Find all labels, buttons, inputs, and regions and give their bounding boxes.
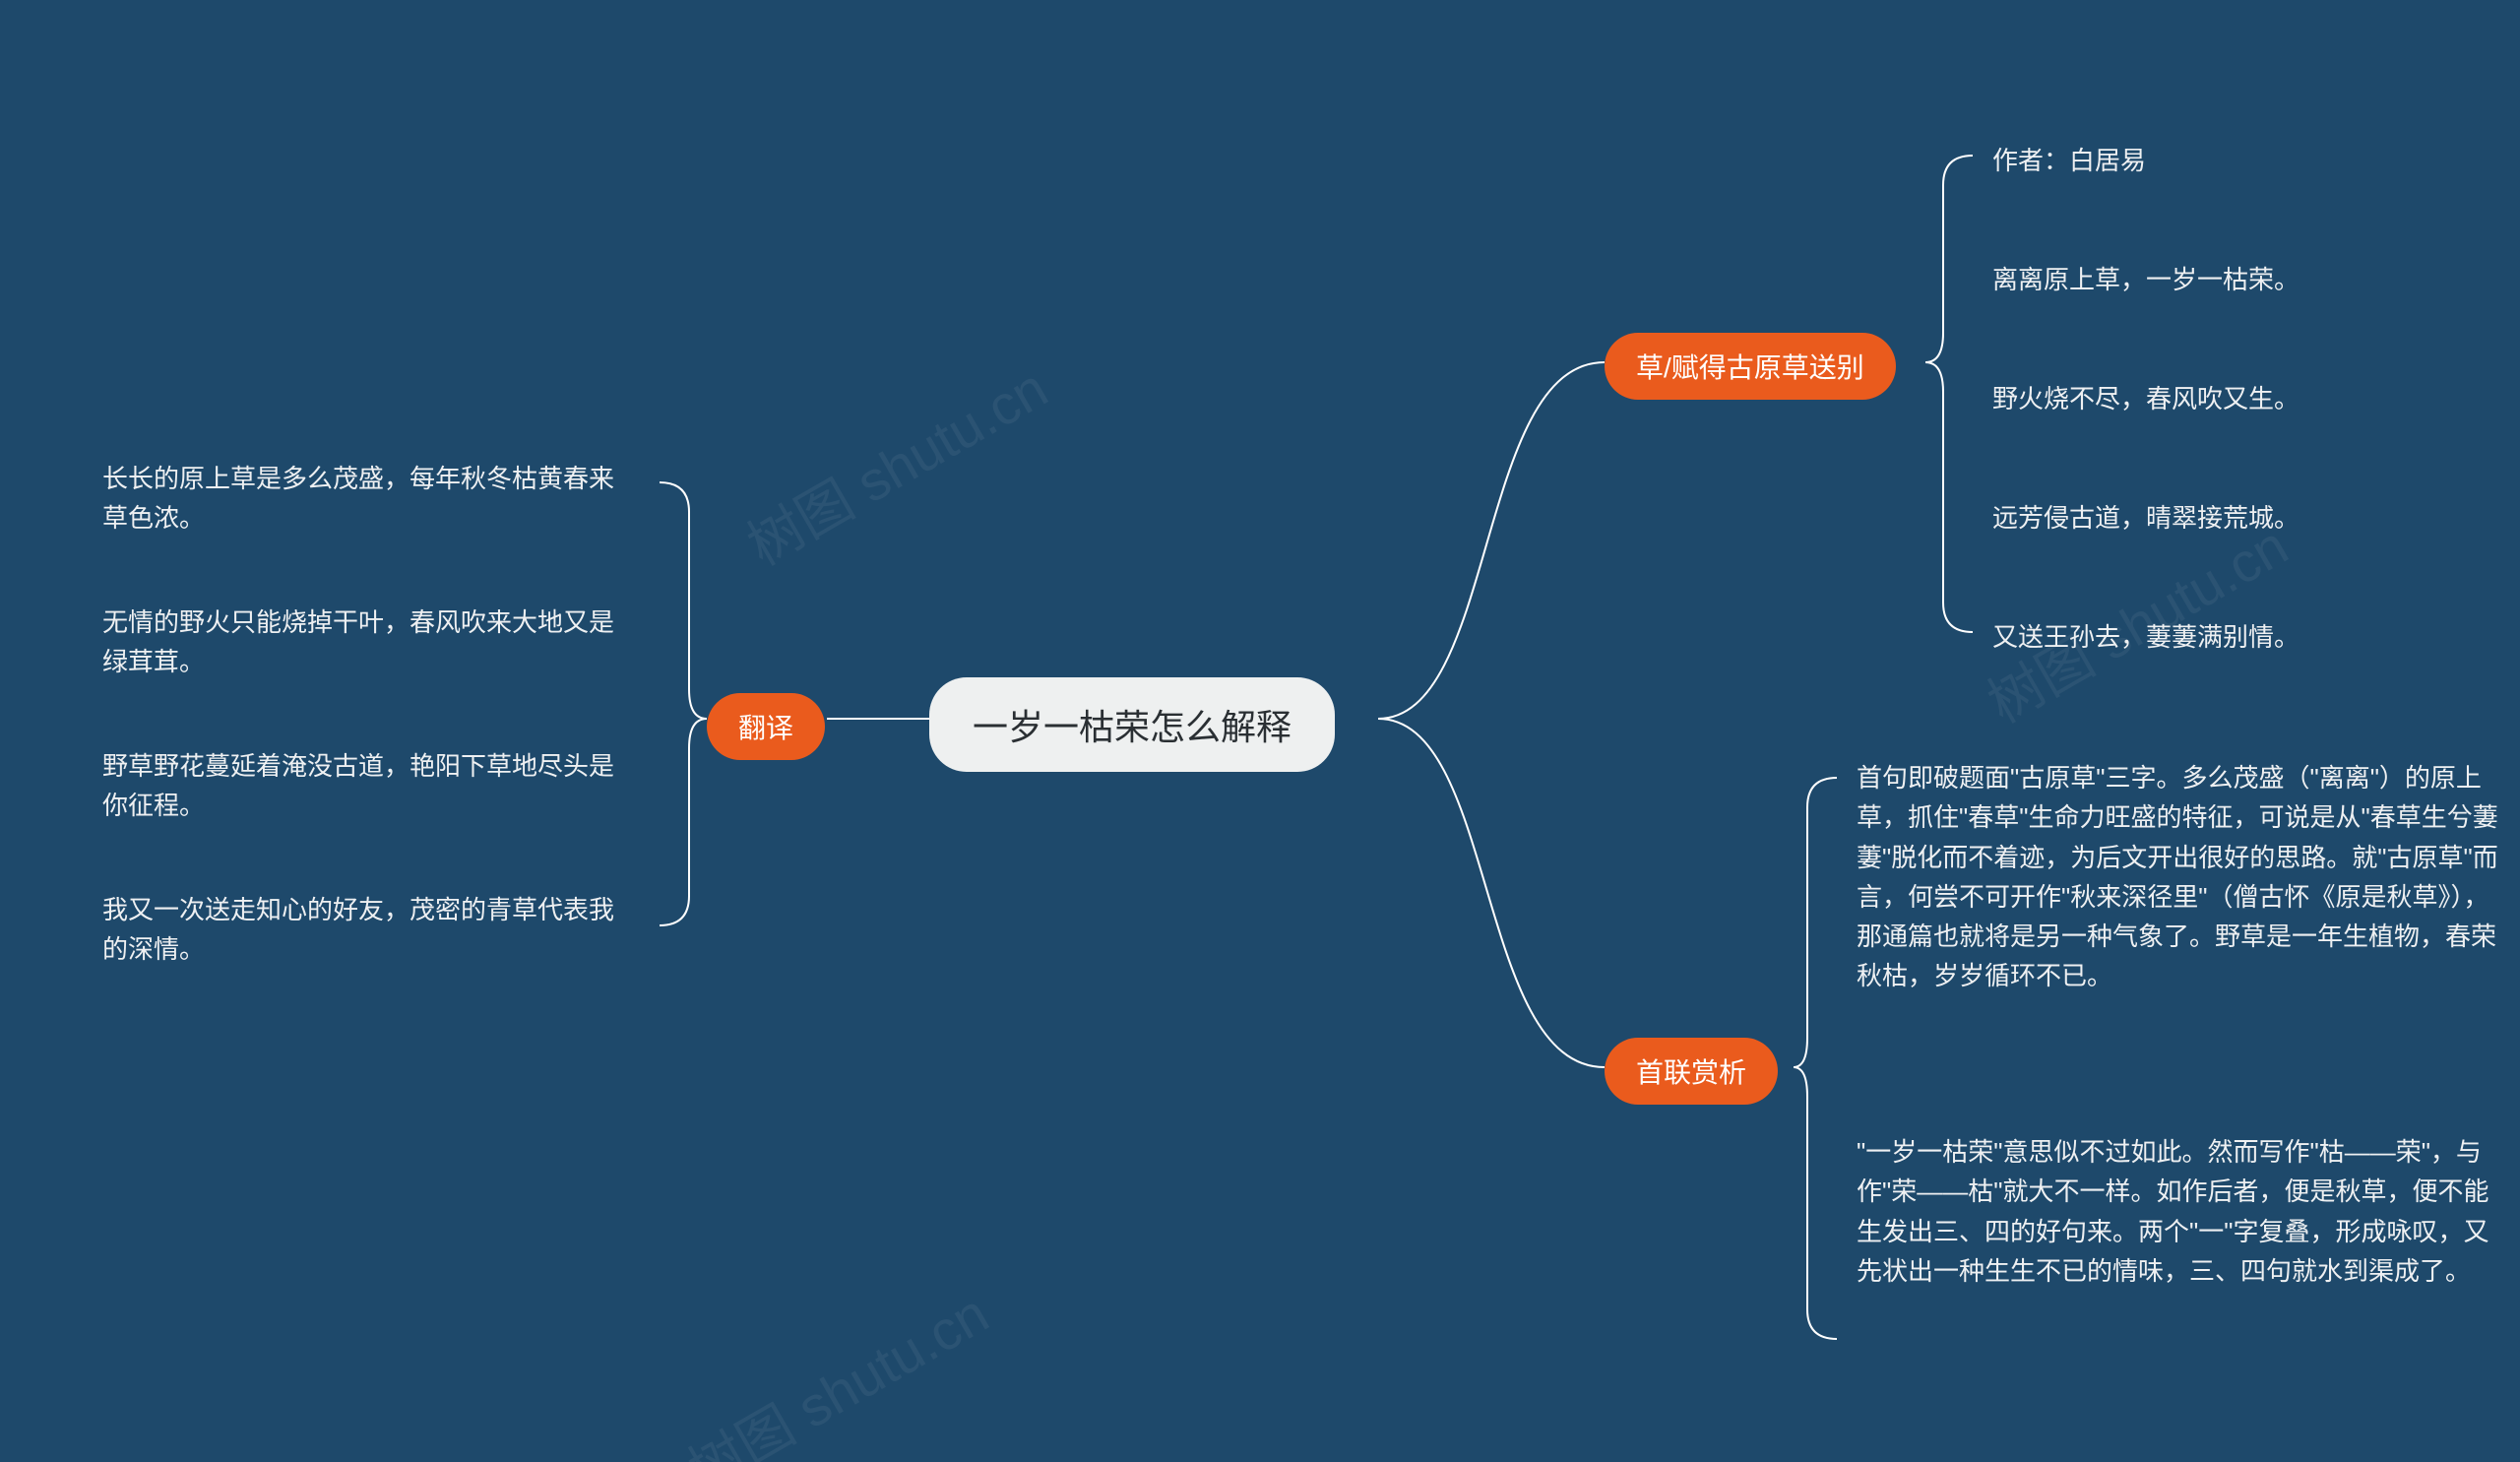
leaf-analysis-1[interactable]: "一岁一枯荣"意思似不过如此。然而写作"枯——荣"，与作"荣——枯"就大不一样。… (1857, 1132, 2506, 1291)
leaf-translation-2[interactable]: 野草野花蔓延着淹没古道，艳阳下草地尽头是你征程。 (102, 746, 614, 826)
bracket-poem (1925, 156, 1973, 632)
root-node[interactable]: 一岁一枯荣怎么解释 (929, 677, 1335, 772)
branch-translation[interactable]: 翻译 (707, 693, 825, 760)
edge-root-poem (1378, 362, 1605, 719)
branch-analysis[interactable]: 首联赏析 (1605, 1038, 1778, 1105)
leaf-poem-1[interactable]: 离离原上草，一岁一枯荣。 (1992, 260, 2300, 299)
leaf-translation-0[interactable]: 长长的原上草是多么茂盛，每年秋冬枯黄春来草色浓。 (102, 459, 614, 539)
bracket-analysis (1794, 778, 1837, 1339)
leaf-translation-1[interactable]: 无情的野火只能烧掉干叶，春风吹来大地又是绿茸茸。 (102, 603, 614, 682)
watermark: 树图 shutu.cn (730, 346, 1059, 582)
branch-poem[interactable]: 草/赋得古原草送别 (1605, 333, 1896, 400)
leaf-poem-4[interactable]: 又送王孙去，萋萋满别情。 (1992, 617, 2300, 657)
leaf-analysis-0[interactable]: 首句即破题面"古原草"三字。多么茂盛（"离离"）的原上草，抓住"春草"生命力旺盛… (1857, 758, 2506, 996)
leaf-poem-2[interactable]: 野火烧不尽，春风吹又生。 (1992, 379, 2300, 418)
leaf-poem-3[interactable]: 远芳侵古道，晴翠接荒城。 (1992, 498, 2300, 538)
leaf-poem-0[interactable]: 作者：白居易 (1992, 141, 2146, 180)
edge-root-analysis (1378, 719, 1605, 1067)
bracket-translation (660, 482, 707, 925)
leaf-translation-3[interactable]: 我又一次送走知心的好友，茂密的青草代表我的深情。 (102, 890, 614, 970)
watermark: 树图 shutu.cn (671, 1271, 1000, 1462)
